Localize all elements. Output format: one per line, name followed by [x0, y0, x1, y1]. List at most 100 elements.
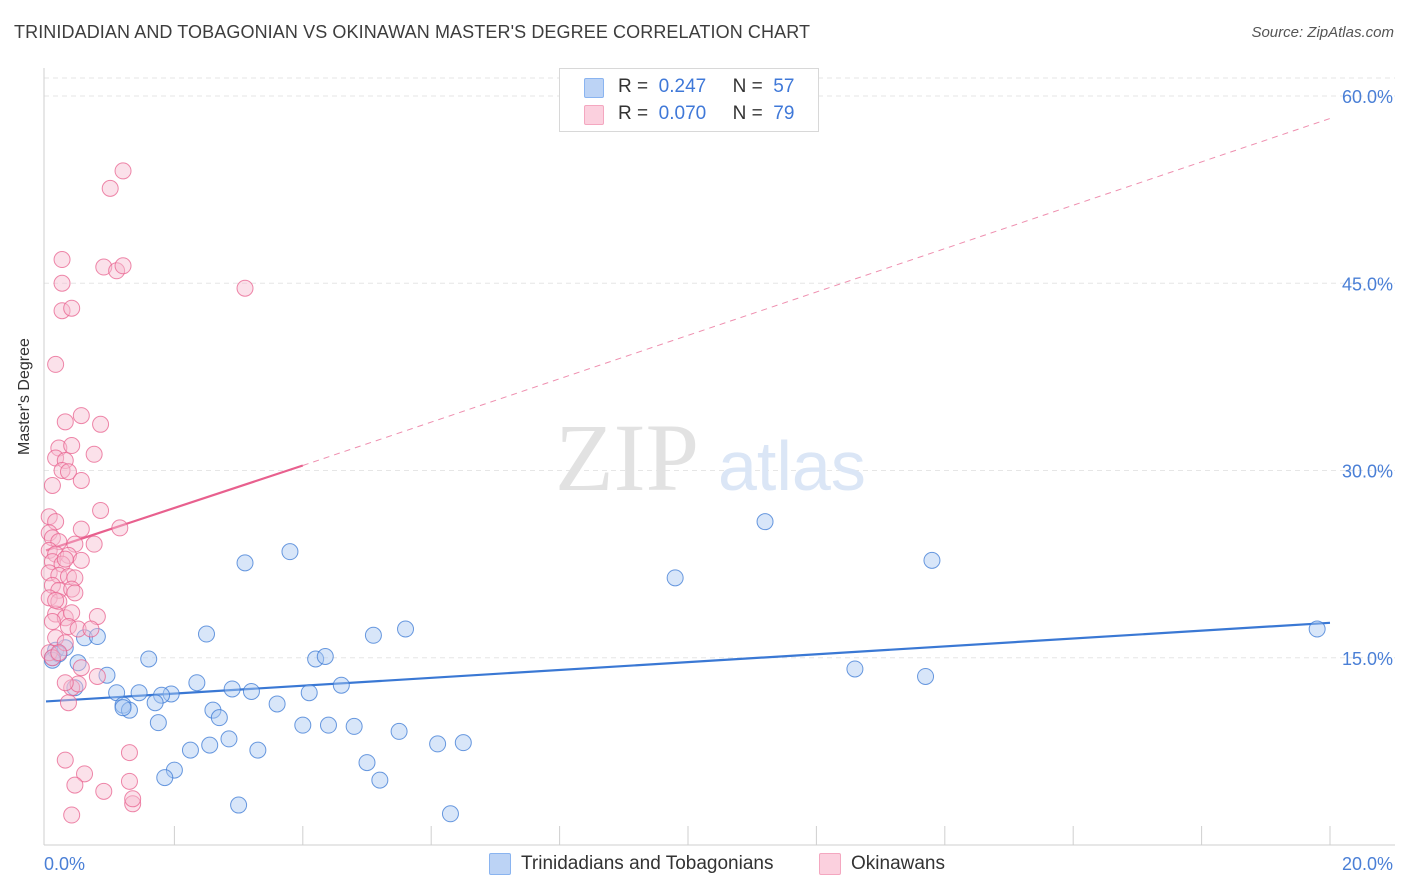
scatter-point-okinawan [43, 476, 61, 494]
scatter-point-okinawan [63, 604, 81, 622]
x-tick-label-min: 0.0% [44, 854, 85, 874]
scatter-point-trinidadian [130, 684, 148, 702]
watermark-zip: ZIP [555, 404, 699, 511]
scatter-point-trinidadian [454, 734, 472, 752]
scatter-point-okinawan [236, 279, 254, 297]
scatter-point-okinawan [66, 584, 84, 602]
scatter-point-okinawan [47, 355, 65, 373]
legend-item-okinawans[interactable]: Okinawans [819, 852, 945, 876]
scatter-point-okinawan [63, 299, 81, 317]
scatter-point-okinawan [72, 407, 90, 425]
scatter-point-trinidadian [188, 674, 206, 692]
stats-swatch-pink [584, 105, 604, 125]
n-label: N = [732, 103, 763, 124]
trend-lines [45, 117, 1331, 703]
scatter-point-trinidadian [756, 513, 774, 531]
scatter-point-okinawan [69, 675, 87, 693]
scatter-point-okinawan [76, 765, 94, 783]
scatter-point-okinawan [47, 591, 65, 609]
scatter-point-trinidadian [198, 625, 215, 643]
scatter-point-trinidadian [268, 695, 286, 713]
y-tick-label: 60.0% [1342, 87, 1393, 107]
scatter-point-trinidadian [149, 714, 167, 732]
scatter-point-trinidadian [140, 650, 158, 668]
scatter-point-trinidadian [223, 680, 241, 698]
scatter-point-okinawan [53, 462, 71, 479]
data-points [40, 162, 1326, 824]
scatter-point-okinawan [56, 550, 74, 568]
scatter-point-trinidadian [300, 684, 318, 702]
scatter-point-okinawan [59, 618, 77, 636]
scatter-point-okinawan [114, 162, 132, 180]
scatter-point-okinawan [40, 524, 58, 542]
legend-swatch-blue [489, 853, 511, 875]
scatter-point-trinidadian [294, 716, 312, 734]
scatter-point-trinidadian [242, 682, 260, 700]
legend-item-trinidadians[interactable]: Trinidadians and Tobagonians [489, 852, 773, 876]
scatter-point-okinawan [72, 471, 90, 489]
scatter-point-okinawan [120, 744, 138, 762]
n-value: 79 [773, 103, 795, 124]
scatter-point-okinawan [124, 790, 142, 808]
scatter-point-okinawan [59, 694, 77, 712]
scatter-point-okinawan [95, 258, 113, 276]
scatter-point-okinawan [59, 568, 77, 586]
scatter-point-trinidadian [332, 676, 350, 694]
scatter-point-trinidadian [345, 717, 363, 735]
scatter-point-trinidadian [429, 735, 447, 753]
scatter-point-trinidadian [319, 716, 337, 734]
scatter-point-okinawan [92, 415, 110, 433]
legend-label: Okinawans [851, 853, 945, 874]
scatter-point-okinawan [56, 413, 74, 431]
scatter-point-okinawan [50, 644, 68, 662]
scatter-point-trinidadian [666, 569, 684, 587]
scatter-point-okinawan [40, 564, 58, 582]
scatter-point-okinawan [63, 806, 81, 824]
scatter-point-okinawan [56, 751, 74, 769]
scatter-point-trinidadian [316, 648, 334, 666]
scatter-point-trinidadian [441, 805, 459, 823]
scatter-point-okinawan [92, 501, 110, 519]
scatter-point-okinawan [66, 569, 84, 587]
r-label: R = [618, 76, 649, 97]
scatter-point-trinidadian [917, 667, 935, 685]
scatter-point-okinawan [43, 613, 61, 631]
n-label: N = [732, 76, 763, 97]
scatter-point-trinidadian [249, 741, 267, 759]
y-tick-label: 15.0% [1342, 649, 1393, 669]
x-tick-label-max: 20.0% [1342, 854, 1393, 874]
n-value: 57 [773, 76, 795, 97]
stats-swatch-blue [584, 78, 604, 98]
legend-label: Trinidadians and Tobagonians [521, 853, 774, 874]
scatter-point-okinawan [40, 644, 58, 662]
scatter-point-okinawan [53, 274, 71, 292]
scatter-point-trinidadian [156, 769, 174, 787]
scatter-point-trinidadian [201, 736, 219, 754]
scatter-point-okinawan [72, 659, 90, 677]
scatter-point-okinawan [101, 179, 119, 197]
scatter-point-trinidadian [220, 730, 238, 748]
y-tick-label: 45.0% [1342, 274, 1393, 294]
scatter-point-okinawan [56, 674, 74, 692]
scatter-point-trinidadian [371, 771, 389, 789]
scatter-point-trinidadian [146, 694, 164, 712]
scatter-point-trinidadian [358, 754, 376, 772]
scatter-point-trinidadian [76, 629, 94, 647]
r-label: R = [618, 103, 649, 124]
scatter-point-okinawan [53, 302, 71, 320]
scatter-point-okinawan [88, 667, 106, 685]
scatter-point-okinawan [111, 519, 129, 537]
tick-labels: 15.0% 30.0% 45.0% 60.0% 0.0% 20.0% [44, 87, 1393, 874]
scatter-point-okinawan [56, 634, 74, 652]
trend-line-0 [45, 621, 1331, 703]
scatter-point-trinidadian [1308, 620, 1326, 638]
scatter-point-trinidadian [114, 699, 132, 717]
scatter-point-trinidadian [181, 741, 199, 759]
scatter-point-trinidadian [281, 543, 299, 561]
scatter-point-okinawan [85, 445, 103, 463]
scatter-point-okinawan [114, 257, 132, 275]
axes [43, 68, 1395, 846]
chart-title: TRINIDADIAN AND TOBAGONIAN VS OKINAWAN M… [14, 22, 811, 42]
scatter-point-trinidadian [390, 722, 408, 740]
